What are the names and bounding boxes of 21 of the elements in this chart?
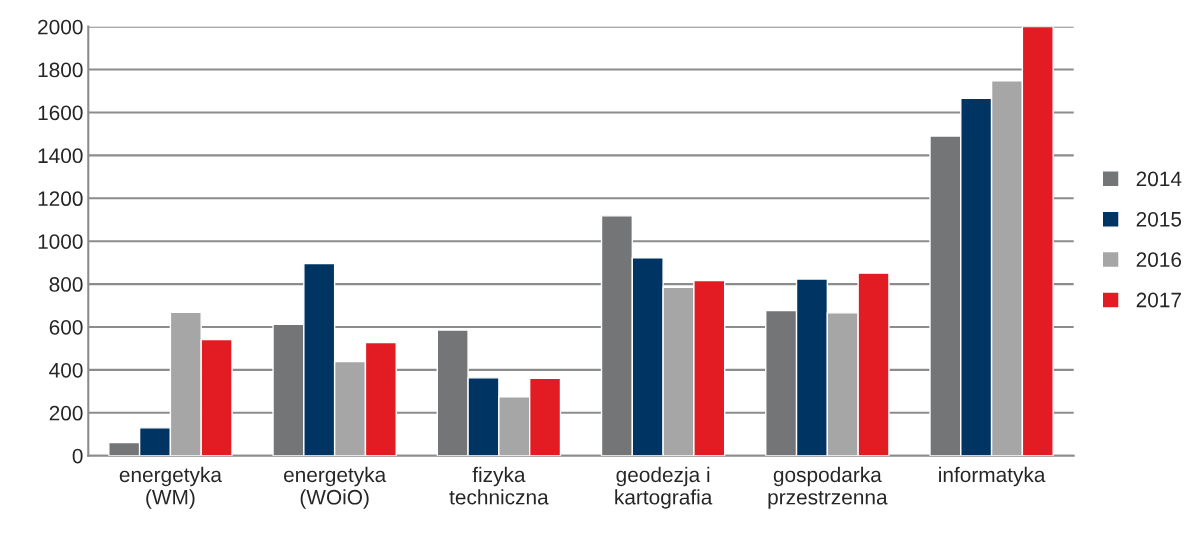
x-tick-label: gospodarka przestrzenna (768, 466, 888, 509)
legend-label: 2014 (1136, 171, 1182, 187)
x-tick-label: energetyka (WM) (119, 466, 222, 509)
y-tick-label: 2000 (38, 19, 83, 35)
y-tick-label: 1000 (38, 234, 83, 249)
y-tick-label: 400 (49, 362, 83, 378)
y-tick-label: 1800 (38, 62, 83, 78)
legend-label: 2015 (1136, 211, 1182, 227)
x-tick-label: fizyka techniczna (449, 466, 549, 505)
legend-label: 2017 (1136, 292, 1181, 308)
x-tick-label: geodezja i kartografia (615, 466, 713, 509)
y-tick-label: 1600 (38, 105, 83, 121)
y-tick-label: 800 (49, 277, 83, 292)
legend-label: 2016 (1136, 252, 1182, 268)
x-tick-label: informatyka (939, 466, 1046, 487)
x-tick-label: energetyka (WOiO) (283, 466, 387, 509)
y-tick-label: 600 (49, 320, 83, 335)
y-tick-label: 1200 (38, 191, 83, 207)
y-tick-label: 0 (72, 448, 83, 464)
y-tick-label: 200 (49, 405, 83, 421)
y-tick-label: 1400 (38, 148, 83, 164)
